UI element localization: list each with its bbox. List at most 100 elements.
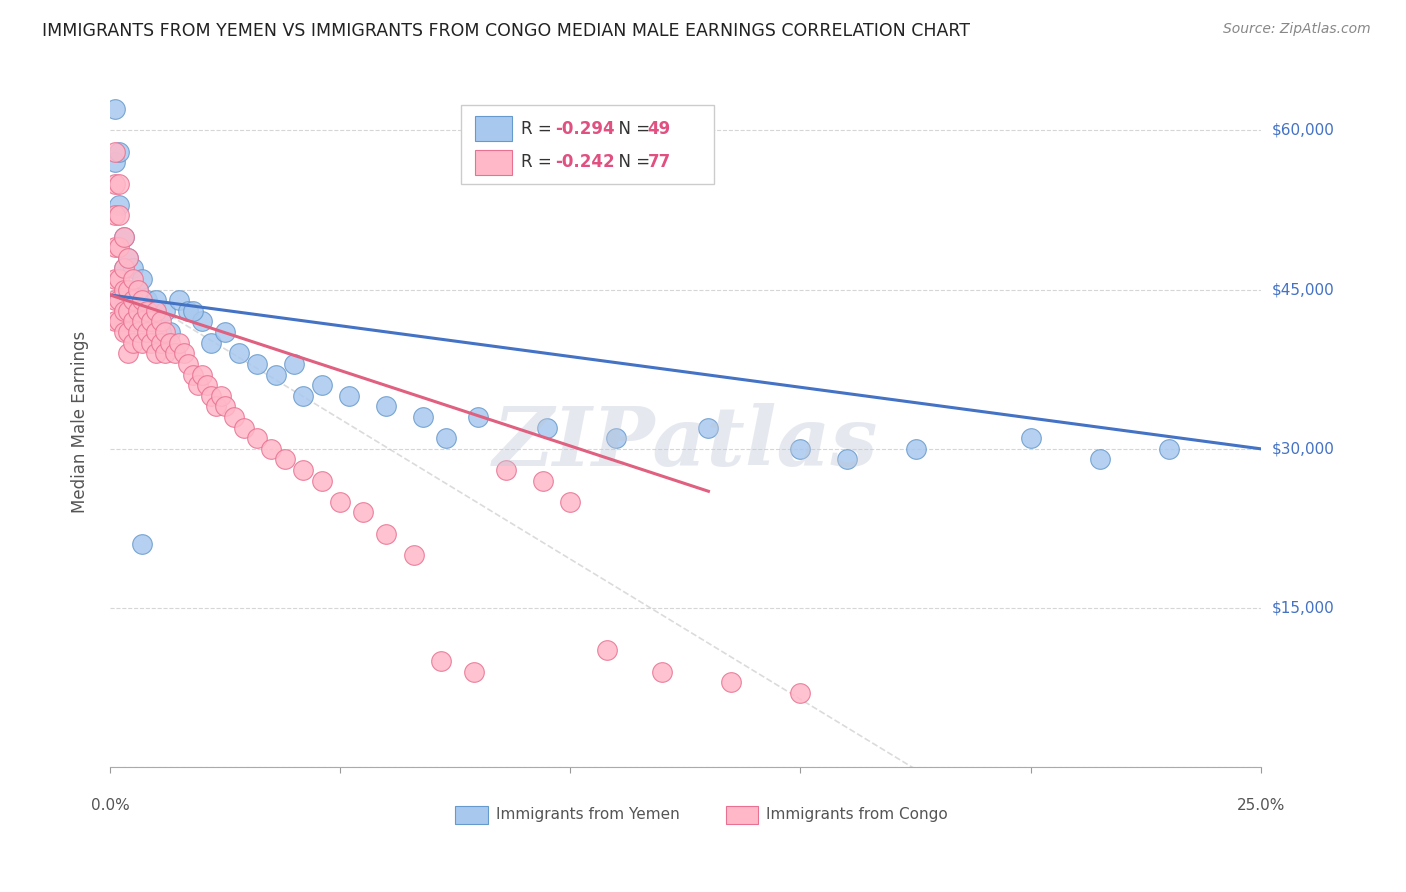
Point <box>112 304 135 318</box>
Point <box>311 378 333 392</box>
Point <box>135 304 157 318</box>
Point <box>155 304 177 318</box>
Point <box>122 293 145 308</box>
Point <box>131 335 153 350</box>
Point <box>596 643 619 657</box>
Point <box>117 304 139 318</box>
Point <box>246 357 269 371</box>
Point <box>205 400 228 414</box>
Point <box>463 665 485 679</box>
Point <box>292 389 315 403</box>
Point <box>167 335 190 350</box>
Point <box>131 293 153 308</box>
Point <box>112 261 135 276</box>
Point <box>117 283 139 297</box>
Point <box>434 431 457 445</box>
Point <box>232 420 254 434</box>
Point <box>200 335 222 350</box>
Point <box>1088 452 1111 467</box>
Point <box>104 293 127 308</box>
Point <box>112 261 135 276</box>
Point <box>292 463 315 477</box>
Point <box>108 240 131 254</box>
Point <box>536 420 558 434</box>
Point <box>167 293 190 308</box>
Point <box>104 208 127 222</box>
Y-axis label: Median Male Earnings: Median Male Earnings <box>72 331 89 514</box>
Point <box>605 431 627 445</box>
Point <box>402 548 425 562</box>
Point <box>112 283 135 297</box>
Point <box>149 314 172 328</box>
Text: IMMIGRANTS FROM YEMEN VS IMMIGRANTS FROM CONGO MEDIAN MALE EARNINGS CORRELATION : IMMIGRANTS FROM YEMEN VS IMMIGRANTS FROM… <box>42 22 970 40</box>
FancyBboxPatch shape <box>456 806 488 823</box>
Point <box>135 293 157 308</box>
Point <box>122 314 145 328</box>
Point <box>177 304 200 318</box>
Point <box>112 293 135 308</box>
Point <box>108 208 131 222</box>
Point <box>122 335 145 350</box>
Point <box>352 506 374 520</box>
Point <box>283 357 305 371</box>
Point <box>141 314 163 328</box>
FancyBboxPatch shape <box>725 806 758 823</box>
Point <box>104 314 127 328</box>
Point <box>141 335 163 350</box>
Point <box>159 325 181 339</box>
Point <box>108 314 131 328</box>
Point <box>339 389 361 403</box>
Point <box>789 442 811 456</box>
Point <box>191 368 214 382</box>
Point <box>375 400 398 414</box>
Point <box>186 378 208 392</box>
Point <box>117 251 139 265</box>
Point <box>104 155 127 169</box>
Text: Source: ZipAtlas.com: Source: ZipAtlas.com <box>1223 22 1371 37</box>
Point <box>104 240 127 254</box>
Point <box>163 346 186 360</box>
Point <box>112 229 135 244</box>
Text: R =: R = <box>520 153 557 171</box>
Point <box>145 346 167 360</box>
Point <box>149 335 172 350</box>
Point <box>127 283 149 297</box>
Point <box>112 229 135 244</box>
Point <box>430 654 453 668</box>
Point <box>835 452 858 467</box>
Point <box>104 103 127 117</box>
Point <box>104 145 127 159</box>
Point <box>117 346 139 360</box>
Text: ZIPatlas: ZIPatlas <box>492 403 879 483</box>
Point <box>131 537 153 551</box>
Point <box>145 293 167 308</box>
Point <box>112 325 135 339</box>
Text: Immigrants from Yemen: Immigrants from Yemen <box>495 807 679 822</box>
Point <box>181 304 204 318</box>
Text: $60,000: $60,000 <box>1272 123 1334 138</box>
Text: 0.0%: 0.0% <box>91 797 129 813</box>
Point <box>375 526 398 541</box>
Point <box>104 177 127 191</box>
Text: $45,000: $45,000 <box>1272 282 1334 297</box>
Point <box>155 346 177 360</box>
Point <box>720 675 742 690</box>
Point <box>104 272 127 286</box>
Text: 49: 49 <box>647 120 671 138</box>
Text: -0.242: -0.242 <box>555 153 614 171</box>
Point <box>214 400 236 414</box>
Point <box>560 495 582 509</box>
Point <box>108 293 131 308</box>
Point <box>697 420 720 434</box>
Text: Immigrants from Congo: Immigrants from Congo <box>766 807 948 822</box>
Point <box>531 474 554 488</box>
Point <box>112 314 135 328</box>
Point <box>274 452 297 467</box>
Point <box>122 261 145 276</box>
Point <box>467 409 489 424</box>
Point <box>228 346 250 360</box>
Point <box>117 251 139 265</box>
FancyBboxPatch shape <box>475 150 512 175</box>
Point <box>495 463 517 477</box>
Point <box>108 145 131 159</box>
